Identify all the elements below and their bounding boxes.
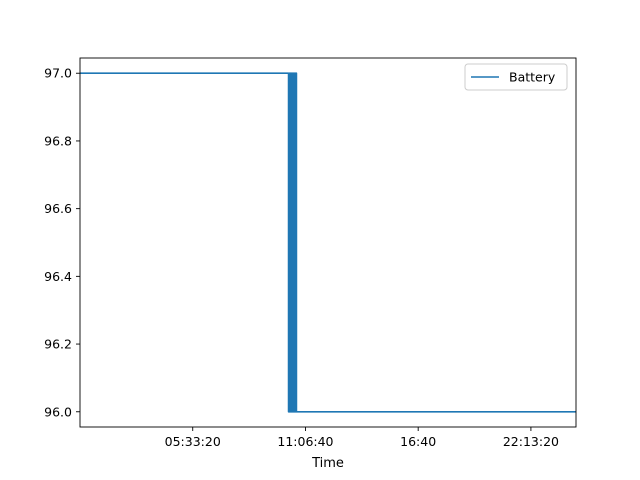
y-tick-label: 96.0 (44, 404, 72, 419)
legend: Battery (464, 63, 568, 91)
x-tick-label: 22:13:20 (503, 434, 559, 449)
y-tick-label: 96.4 (44, 269, 72, 284)
plot-frame (79, 57, 577, 428)
legend-label-battery: Battery (509, 70, 556, 85)
y-tick-label: 96.6 (44, 201, 72, 216)
x-tick-label: 05:33:20 (165, 434, 221, 449)
y-tick-label: 96.2 (44, 337, 72, 352)
series-line-battery (80, 72, 576, 413)
x-tick-label: 16:40 (400, 434, 436, 449)
series-layer (80, 72, 576, 413)
legend-box (464, 63, 568, 91)
x-tick-label: 11:06:40 (277, 434, 333, 449)
y-tick-label: 96.8 (44, 133, 72, 148)
y-tick-label: 97.0 (44, 66, 72, 81)
x-axis-label: Time (311, 456, 344, 471)
y-axis-ticks: 96.0 96.2 96.4 96.6 96.8 97.0 (44, 66, 80, 419)
x-axis-ticks: 05:33:20 11:06:40 16:40 22:13:20 (165, 427, 559, 449)
